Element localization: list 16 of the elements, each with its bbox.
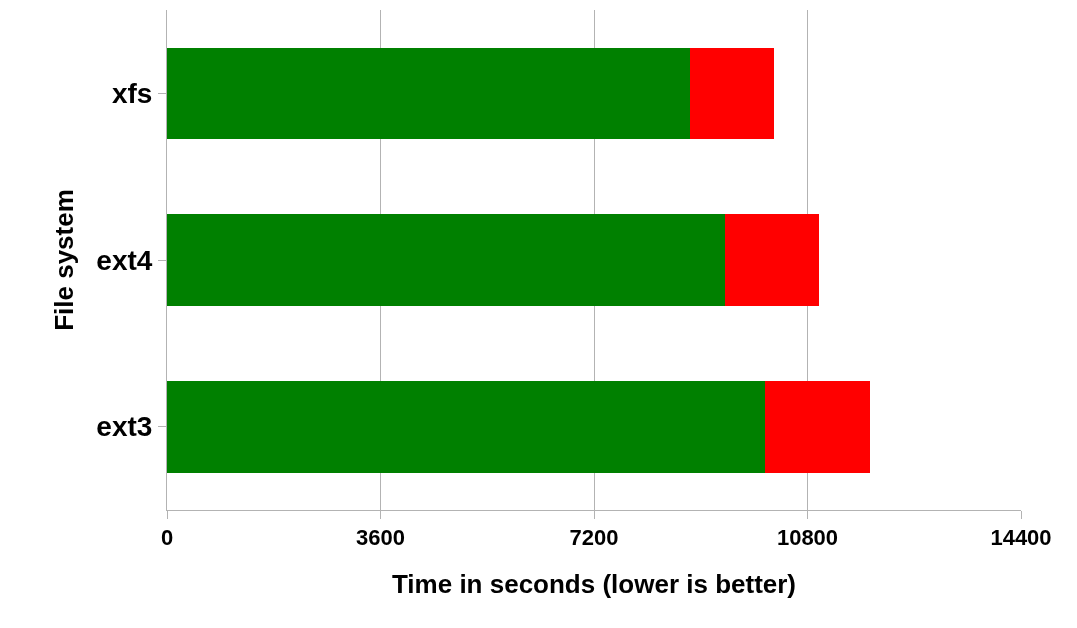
bar xyxy=(764,380,870,473)
x-tick-label: 7200 xyxy=(569,525,619,551)
x-tick-label: 0 xyxy=(160,525,174,551)
bar xyxy=(167,214,726,306)
bar xyxy=(167,380,765,473)
x-tick-label: 3600 xyxy=(356,525,405,551)
y-axis-title: File system xyxy=(48,189,79,331)
bar xyxy=(725,214,820,306)
bar xyxy=(690,47,775,140)
y-tick-label: ext4 xyxy=(96,244,153,276)
bar xyxy=(167,47,691,140)
y-tick-label: xfs xyxy=(111,78,153,110)
y-tick-label: ext3 xyxy=(96,411,153,443)
x-tick-label: 10800 xyxy=(776,525,839,551)
x-tick-label: 14400 xyxy=(990,525,1052,551)
x-axis-title: Time in seconds (lower is better) xyxy=(391,569,797,600)
